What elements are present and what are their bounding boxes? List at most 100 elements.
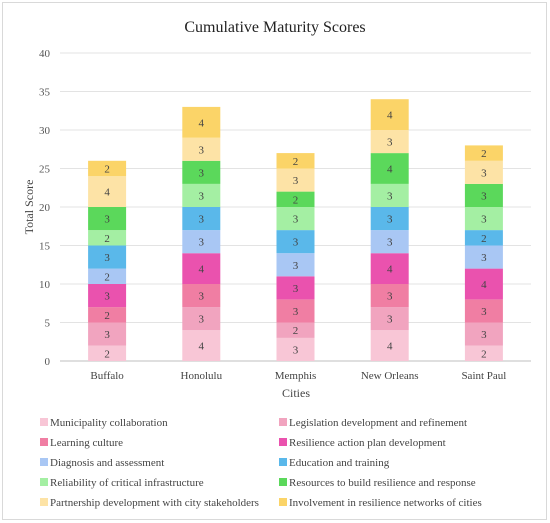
data-label: 4 <box>387 110 393 122</box>
legend-swatch <box>40 418 48 426</box>
legend-swatch <box>279 458 287 466</box>
data-label: 4 <box>199 341 205 353</box>
data-label: 3 <box>293 260 299 272</box>
legend-item: Education and training <box>279 457 390 469</box>
data-label: 3 <box>481 190 487 202</box>
y-tick-label: 15 <box>39 241 51 253</box>
bar-segment <box>464 160 503 184</box>
bar-segment <box>88 322 127 346</box>
legend-label: Involvement in resilience networks of ci… <box>289 497 482 509</box>
bar-segment <box>276 153 315 169</box>
bars: 2 3 2 3 2 3 2 3 4 2 4 3 3 4 3 3 3 3 3 4 3 2 3 3 3 3 3 2 3 2 4 3 3 4 3 3 3 4 3 4… <box>88 99 503 361</box>
bar-segment <box>182 253 221 284</box>
bar-segment <box>276 337 315 361</box>
y-tick-label: 35 <box>39 87 51 99</box>
data-label: 3 <box>199 190 205 202</box>
bar-segment <box>370 99 409 130</box>
legend-label: Resources to build resilience and respon… <box>289 477 476 489</box>
legend-label: Municipality collaboration <box>50 417 168 429</box>
legend-label: Resilience action plan development <box>289 437 446 449</box>
bar-segment <box>276 207 315 231</box>
y-tick-label: 0 <box>45 356 51 368</box>
legend-swatch <box>40 478 48 486</box>
bar-segment <box>370 230 409 254</box>
data-label: 3 <box>481 252 487 264</box>
legend: Municipality collaboration Legislation de… <box>40 417 482 509</box>
legend-swatch <box>279 418 287 426</box>
y-tick-label: 10 <box>39 279 51 291</box>
bar-segment <box>276 230 315 254</box>
legend-swatch <box>279 478 287 486</box>
bar-segment <box>88 345 127 361</box>
bar-segment <box>370 207 409 231</box>
bar-segment <box>182 207 221 231</box>
legend-swatch <box>279 498 287 506</box>
bar-segment <box>88 176 127 207</box>
bar-segment <box>370 130 409 154</box>
legend-label: Education and training <box>289 457 390 469</box>
bar-segment <box>276 191 315 207</box>
bar-segment <box>88 307 127 323</box>
x-tick-label: Memphis <box>275 370 317 382</box>
data-label: 2 <box>481 348 487 360</box>
data-label: 3 <box>104 329 110 341</box>
bar-segment <box>464 207 503 231</box>
legend-item: Legislation development and refinement <box>279 417 467 429</box>
data-label: 3 <box>387 291 393 303</box>
x-tick-label: New Orleans <box>361 370 419 382</box>
bar-segment <box>370 253 409 284</box>
data-label: 3 <box>387 314 393 326</box>
data-label: 4 <box>387 164 393 176</box>
data-label: 3 <box>481 306 487 318</box>
chart-title: Cumulative Maturity Scores <box>184 19 365 36</box>
data-label: 3 <box>481 167 487 179</box>
y-tick-labels: 0 5 10 15 20 25 30 35 40 <box>39 48 51 368</box>
x-tick-label: Honolulu <box>181 370 223 382</box>
legend-label: Diagnosis and assessment <box>50 457 164 469</box>
bar-segment <box>464 183 503 207</box>
data-label: 3 <box>293 175 299 187</box>
bar-segment <box>182 307 221 331</box>
y-tick-label: 40 <box>39 48 51 60</box>
bar-segment <box>276 253 315 277</box>
data-label: 3 <box>293 306 299 318</box>
bar-segment <box>88 268 127 284</box>
y-tick-label: 5 <box>45 318 51 330</box>
bar-segment <box>182 284 221 308</box>
data-label: 4 <box>387 341 393 353</box>
data-label: 4 <box>387 264 393 276</box>
legend-item: Diagnosis and assessment <box>40 457 164 469</box>
bar-segment <box>276 322 315 338</box>
data-label: 3 <box>293 237 299 249</box>
bar-segment <box>464 145 503 161</box>
data-label: 3 <box>387 137 393 149</box>
data-label: 3 <box>199 237 205 249</box>
data-label: 3 <box>104 252 110 264</box>
x-tick-labels: Buffalo Honolulu Memphis New Orleans Saint P… <box>90 370 506 382</box>
y-tick-label: 30 <box>39 125 51 137</box>
data-label: 2 <box>104 164 110 176</box>
bar-segment <box>182 230 221 254</box>
bar-segment <box>88 245 127 269</box>
data-label: 2 <box>104 348 110 360</box>
data-label: 3 <box>387 214 393 226</box>
bar-segment <box>464 299 503 323</box>
bar-segment <box>370 307 409 331</box>
bar-segment <box>276 299 315 323</box>
data-label: 4 <box>199 117 205 129</box>
legend-label: Legislation development and refinement <box>289 417 467 429</box>
data-label: 2 <box>481 148 487 160</box>
legend-item: Resilience action plan development <box>279 437 446 449</box>
gridlines <box>60 52 531 362</box>
y-tick-label: 20 <box>39 202 51 214</box>
data-label: 3 <box>199 144 205 156</box>
data-label: 3 <box>293 344 299 356</box>
bar-segment <box>464 345 503 361</box>
bar-segment <box>276 276 315 300</box>
legend-item: Municipality collaboration <box>40 417 168 429</box>
data-label: 2 <box>293 156 299 168</box>
data-label: 3 <box>481 329 487 341</box>
data-label: 4 <box>199 264 205 276</box>
legend-item: Partnership development with city stakeh… <box>40 497 259 509</box>
